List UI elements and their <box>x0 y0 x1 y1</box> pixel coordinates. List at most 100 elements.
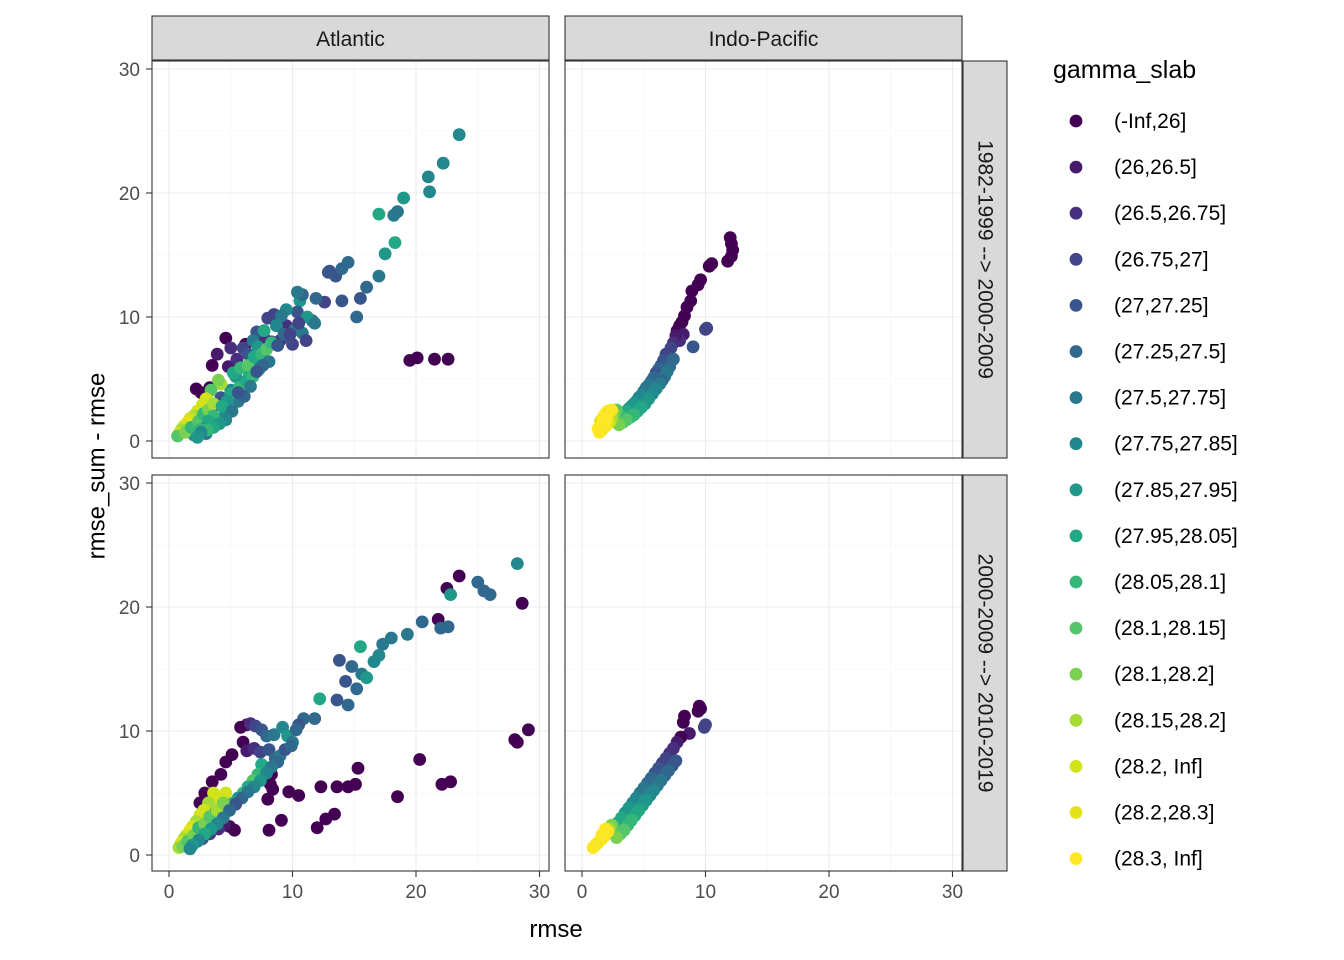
scatter-point <box>224 341 238 355</box>
scatter-point <box>308 712 322 725</box>
strip-box-indo-pacific <box>564 15 963 61</box>
scatter-point <box>360 671 373 685</box>
scatter-point <box>595 418 609 432</box>
data-points <box>586 699 712 854</box>
x-tick-label: 0 <box>164 882 175 903</box>
x-tick-label: 30 <box>942 882 963 903</box>
scatter-point <box>699 718 712 732</box>
scatter-point <box>435 777 449 791</box>
scatter-point <box>210 347 224 361</box>
y-axis-row-1: 0 10 20 30 <box>119 60 152 453</box>
scatter-point <box>234 720 248 734</box>
scatter-point <box>483 588 497 601</box>
legend-key-dot <box>1069 345 1083 358</box>
scatter-point <box>299 334 313 347</box>
legend-key-dot <box>1069 114 1083 128</box>
scatter-point <box>685 284 699 298</box>
scatter-point <box>676 715 690 729</box>
legend-key-dot <box>1069 806 1083 819</box>
scatter-point <box>421 170 435 184</box>
scatter-point <box>522 723 535 737</box>
legend-label: (28.05,28.1] <box>1114 571 1226 594</box>
strip-label-indo-pacific: Indo-Pacific <box>709 28 819 51</box>
scatter-point <box>219 755 233 769</box>
scatter-point <box>515 596 529 610</box>
scatter-point <box>441 352 455 366</box>
legend-item: (-Inf,26] <box>1069 110 1186 133</box>
scatter-point <box>510 557 524 570</box>
scatter-point <box>291 285 304 299</box>
y-axis-row-2: 0 10 20 30 <box>119 474 152 867</box>
scatter-point <box>444 588 457 601</box>
strip-box-row-2 <box>962 474 1008 872</box>
legend-label: (27.5,27.75] <box>1114 387 1226 410</box>
strip-label-atlantic: Atlantic <box>316 28 385 51</box>
scatter-point <box>413 753 427 766</box>
scatter-point <box>183 842 197 856</box>
x-axis-atlantic: 0 10 20 30 <box>164 871 550 903</box>
legend-item: (28.05,28.1] <box>1069 571 1226 594</box>
legend-item: (28.1,28.15] <box>1069 617 1226 640</box>
y-tick-label: 20 <box>119 184 140 205</box>
scatter-point <box>261 792 275 806</box>
strip-box-row-1 <box>962 60 1008 459</box>
scatter-point <box>319 812 333 826</box>
scatter-point <box>314 780 328 794</box>
scatter-point <box>289 723 303 737</box>
x-tick-label: 10 <box>282 882 303 903</box>
scatter-point <box>391 790 404 804</box>
legend-label: (27.85,27.95] <box>1114 479 1238 502</box>
legend-key-dot <box>1069 206 1083 220</box>
scatter-point <box>378 247 392 261</box>
scatter-point <box>691 704 705 718</box>
legend-label: (26.75,27] <box>1114 248 1209 271</box>
scatter-point <box>441 620 455 634</box>
legend-key-dot <box>1069 852 1083 865</box>
x-tick-label: 10 <box>695 882 716 903</box>
scatter-point <box>231 386 245 399</box>
legend-key-dot <box>1069 391 1083 404</box>
strip-label-row-1: 1982-1999 --> 2000-2009 <box>974 140 997 379</box>
scatter-point <box>321 266 335 279</box>
scatter-point <box>341 780 355 794</box>
legend-key-dot <box>1069 713 1083 727</box>
legend-label: (27.95,28.05] <box>1114 525 1238 548</box>
legend-title: gamma_slab <box>1053 56 1196 84</box>
strip-label-row-2: 2000-2009 --> 2010-2019 <box>974 554 997 793</box>
facet-strip-row-1: 1982-1999 --> 2000-2009 <box>962 60 1008 459</box>
scatter-point <box>333 653 346 667</box>
scatter-point <box>262 823 276 837</box>
scatter-point <box>205 775 219 789</box>
legend-key-dot <box>1069 667 1083 681</box>
legend-label: (26,26.5] <box>1114 156 1197 179</box>
legend-item: (28.2, Inf] <box>1069 755 1203 778</box>
data-points <box>172 557 535 856</box>
scatter-point <box>191 430 204 444</box>
scatter-point <box>292 316 306 330</box>
legend-label: (27,27.25] <box>1114 294 1209 317</box>
scatter-point <box>212 373 225 387</box>
scatter-point <box>401 627 414 641</box>
scatter-point <box>284 739 298 753</box>
scatter-point <box>257 324 271 337</box>
data-points <box>591 231 740 439</box>
scatter-point <box>397 191 410 205</box>
scatter-point <box>372 207 386 221</box>
scatter-point <box>292 789 306 802</box>
strip-box-atlantic <box>151 15 550 61</box>
scatter-point <box>341 698 355 712</box>
legend-key-dot <box>1069 621 1083 635</box>
y-tick-label: 10 <box>119 308 140 329</box>
legend-label: (27.75,27.85] <box>1114 433 1238 456</box>
scatter-point <box>436 156 450 170</box>
scatter-point <box>309 292 323 305</box>
x-axis-indo-pacific: 0 10 20 30 <box>577 871 963 903</box>
scatter-point <box>271 339 285 352</box>
scatter-point <box>699 323 712 336</box>
scatter-point <box>214 768 228 781</box>
scatter-point <box>207 786 220 800</box>
panel-border <box>151 60 550 459</box>
legend-item: (27.75,27.85] <box>1069 433 1238 456</box>
scatter-point <box>686 340 700 354</box>
legend-item: (28.3, Inf] <box>1069 848 1203 871</box>
